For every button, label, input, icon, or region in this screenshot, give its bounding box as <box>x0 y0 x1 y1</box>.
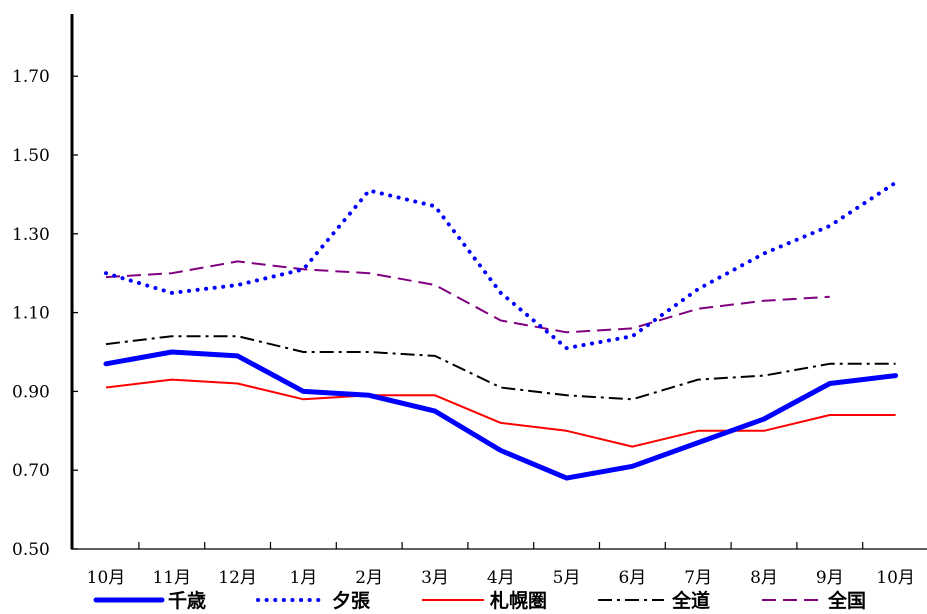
x-tick-label: 9月 <box>816 568 844 588</box>
y-tick-label: 1.10 <box>12 304 50 324</box>
series-line-0 <box>103 349 899 481</box>
series-line-2 <box>105 378 896 448</box>
legend-label: 千歳 <box>168 590 206 610</box>
legend-label: 夕張 <box>332 589 371 610</box>
y-tick-label: 0.50 <box>12 540 50 560</box>
series-line-1 <box>104 180 898 351</box>
x-tick-label: 8月 <box>750 568 778 588</box>
x-tick-label: 5月 <box>553 568 581 588</box>
x-tick-label: 6月 <box>618 568 646 588</box>
x-tick-label: 3月 <box>421 568 449 588</box>
x-tick-label: 2月 <box>355 568 383 588</box>
x-tick-label: 10月 <box>876 568 915 588</box>
x-tick-label: 12月 <box>218 568 257 588</box>
legend-label: 全道 <box>671 589 710 610</box>
x-tick-label: 11月 <box>152 568 191 588</box>
y-tick-label: 0.90 <box>12 382 50 402</box>
y-tick-label: 1.50 <box>12 146 50 166</box>
x-tick-label: 4月 <box>487 568 515 588</box>
x-tick-label: 7月 <box>684 568 712 588</box>
y-tick-label: 1.30 <box>12 225 50 245</box>
series-lines <box>103 180 899 481</box>
y-tick-label: 0.70 <box>12 461 50 481</box>
x-tick-label: 1月 <box>289 568 317 588</box>
x-tick-label: 10月 <box>87 568 126 588</box>
axes: 0.50 0.70 0.90 1.10 1.30 1.50 1.70 10月 11月 12月 1月 2… <box>12 14 927 588</box>
y-tick-label: 1.70 <box>12 67 50 87</box>
legend-label: 札幌圏 <box>489 589 547 610</box>
series-line-4 <box>105 260 830 334</box>
legend: 千歳 夕張 札幌圏 全道 全国 <box>93 589 866 612</box>
series-line-3 <box>105 335 896 401</box>
legend-label: 全国 <box>827 589 866 610</box>
